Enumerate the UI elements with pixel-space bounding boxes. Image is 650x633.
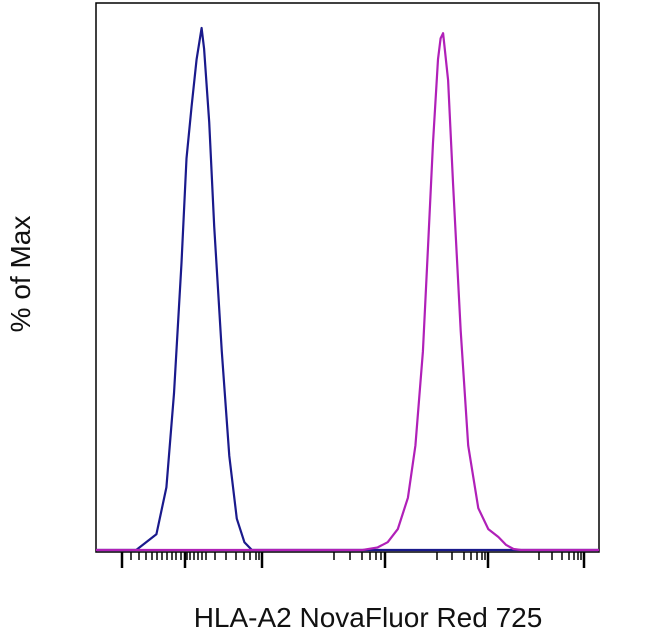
plot-frame <box>95 2 600 553</box>
y-axis-label: % of Max <box>5 216 36 333</box>
series-layer <box>96 26 599 552</box>
histogram-series-2 <box>96 32 599 552</box>
histogram-series-1 <box>96 26 599 552</box>
x-axis-ticks <box>120 552 586 568</box>
x-axis-label: HLA-A2 NovaFluor Red 725 <box>194 602 543 633</box>
